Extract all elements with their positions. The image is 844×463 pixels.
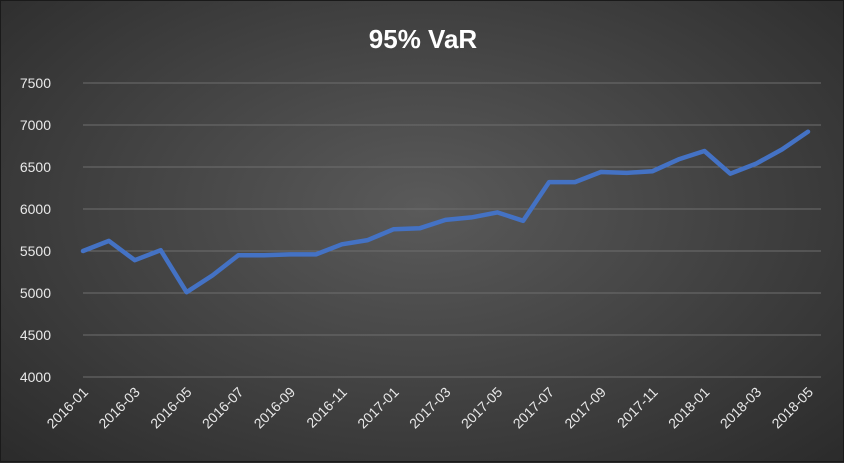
- x-tick-label: 2017-03: [406, 384, 454, 432]
- y-tick-label: 5000: [20, 285, 51, 301]
- x-tick-label: 2016-01: [43, 384, 91, 432]
- series-line: [80, 129, 811, 295]
- y-axis-ticks: 4000 4500 5000 5500 6000 6500 7000 7500: [20, 75, 51, 385]
- series-layer: [80, 129, 811, 295]
- y-tick-label: 4500: [20, 327, 51, 343]
- x-tick-label: 2018-05: [768, 384, 816, 432]
- x-tick-label: 2017-05: [458, 384, 506, 432]
- x-tick-label: 2016-09: [251, 384, 299, 432]
- x-axis-ticks: 2016-01 2016-03 2016-05 2016-07 2016-09 2016-…: [43, 384, 816, 432]
- x-tick-label: 2016-03: [95, 384, 143, 432]
- y-tick-label: 4000: [20, 369, 51, 385]
- grid-lines: [83, 82, 821, 378]
- y-tick-label: 7500: [20, 75, 51, 91]
- x-tick-label: 2018-03: [717, 384, 765, 432]
- x-tick-label: 2017-07: [510, 384, 558, 432]
- x-tick-label: 2017-11: [614, 384, 661, 431]
- y-tick-label: 5500: [20, 243, 51, 259]
- x-tick-label: 2017-01: [354, 384, 402, 432]
- x-tick-label: 2016-11: [303, 384, 350, 431]
- y-tick-label: 7000: [20, 117, 51, 133]
- x-tick-label: 2016-07: [199, 384, 247, 432]
- y-tick-label: 6500: [20, 159, 51, 175]
- x-tick-label: 2018-01: [665, 384, 713, 432]
- y-tick-label: 6000: [20, 201, 51, 217]
- chart-title: 95% VaR: [369, 24, 478, 54]
- x-tick-label: 2016-05: [147, 384, 195, 432]
- x-tick-label: 2017-09: [561, 384, 609, 432]
